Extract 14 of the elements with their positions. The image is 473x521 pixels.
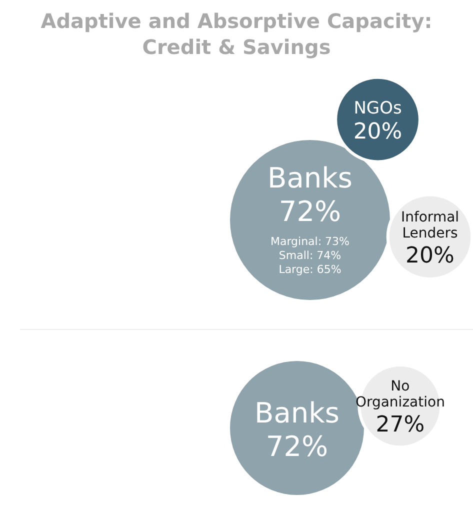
category-label: NGOs bbox=[354, 98, 402, 118]
category-label: No Organization bbox=[355, 378, 445, 411]
text: Marginal: 73% bbox=[270, 235, 350, 248]
text: Adaptive and Absorptive Capacity: Credit & Savings bbox=[40, 8, 434, 60]
data-label: 72% bbox=[266, 430, 328, 463]
text: Large: 65% bbox=[278, 263, 342, 276]
data-label: 20% bbox=[406, 243, 454, 268]
data-label: 20% bbox=[353, 120, 402, 145]
category-label: Informal Lenders bbox=[400, 209, 460, 242]
category-label: Banks bbox=[254, 396, 340, 430]
text: Small: 74% bbox=[278, 249, 342, 262]
data-label: 72% bbox=[278, 195, 342, 228]
category-label: Banks bbox=[268, 161, 352, 194]
data-label: 27% bbox=[376, 412, 425, 438]
